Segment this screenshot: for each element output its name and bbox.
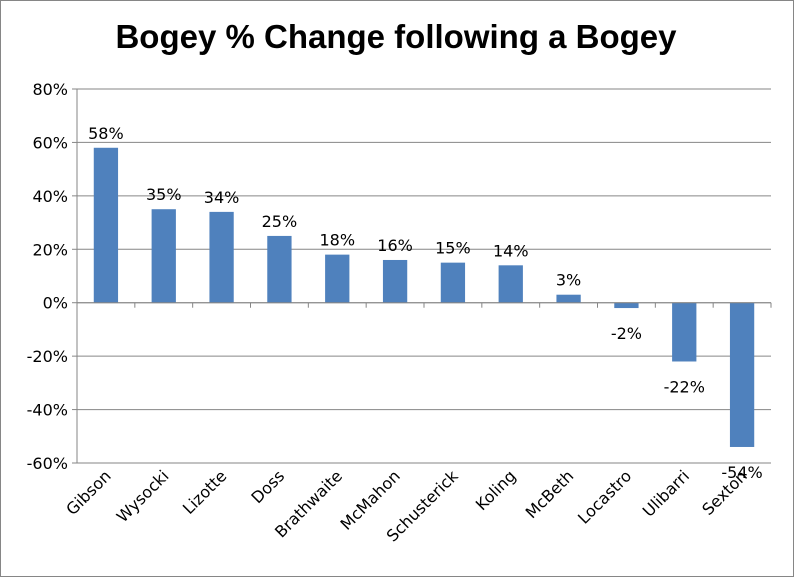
bar [672,302,697,362]
x-tick-label: Ulibarri [639,466,693,520]
y-tick-label: 40% [32,187,68,206]
data-label: 3% [556,271,581,290]
chart-title: Bogey % Change following a Bogey [115,18,677,55]
data-label: 35% [146,185,182,204]
bar [382,259,408,303]
data-label: 58% [88,124,124,143]
y-tick-label: 60% [32,133,68,152]
data-label: 18% [319,231,355,250]
data-label: 15% [435,239,471,258]
x-tick-label: Wysocki [113,466,173,526]
bar [93,147,119,303]
data-label: -2% [611,324,642,343]
data-label: -22% [664,377,705,396]
data-label: -54% [721,463,762,482]
bar [729,302,755,447]
x-tick-label: Locastro [574,466,635,527]
y-tick-label: -20% [27,347,68,366]
data-label: 16% [377,236,413,255]
data-label: 25% [262,212,298,231]
x-tick-label: Doss [247,466,288,507]
bar [498,265,523,303]
bar [151,209,176,303]
bar [267,235,292,303]
data-label: 14% [493,241,529,260]
x-tick-label: Koling [472,466,520,514]
bar [209,211,234,303]
y-tick-label: -40% [27,401,68,420]
x-tick-label: McBeth [522,466,578,522]
data-label: 34% [204,188,240,207]
y-tick-label: 0% [43,294,68,313]
y-tick-label: 20% [32,240,68,259]
x-tick-label: Lizotte [179,466,231,518]
bar [440,262,466,303]
bar [556,294,581,303]
bar [325,254,350,303]
x-tick-label: Gibson [62,466,115,519]
bar [614,302,639,309]
y-tick-label: -60% [27,454,68,473]
y-tick-label: 80% [32,80,68,99]
